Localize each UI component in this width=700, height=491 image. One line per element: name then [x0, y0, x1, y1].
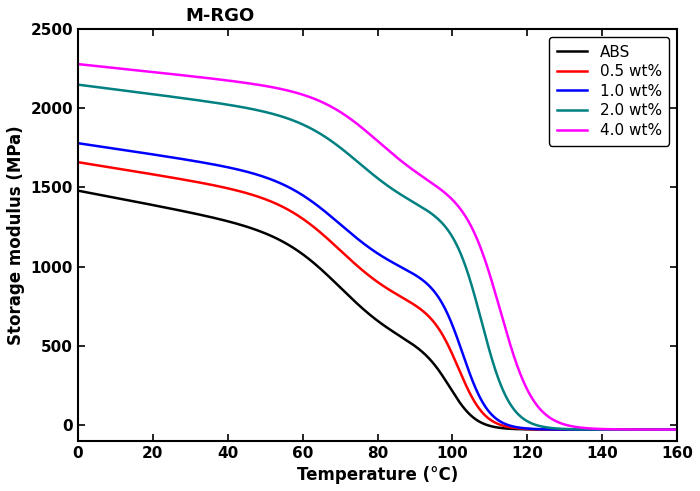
0.5 wt%	[74, 159, 82, 165]
4.0 wt%	[74, 61, 82, 67]
2.0 wt%	[330, 140, 338, 146]
2.0 wt%	[661, 427, 669, 433]
0.5 wt%	[596, 427, 605, 433]
0.5 wt%	[673, 427, 681, 433]
Legend: ABS, 0.5 wt%, 1.0 wt%, 2.0 wt%, 4.0 wt%: ABS, 0.5 wt%, 1.0 wt%, 2.0 wt%, 4.0 wt%	[550, 37, 669, 145]
4.0 wt%	[304, 93, 312, 99]
ABS	[74, 188, 82, 193]
2.0 wt%	[673, 427, 681, 433]
2.0 wt%	[304, 124, 312, 130]
ABS	[673, 427, 681, 433]
Line: 4.0 wt%: 4.0 wt%	[78, 64, 677, 430]
1.0 wt%	[304, 195, 312, 201]
2.0 wt%	[142, 90, 150, 96]
1.0 wt%	[661, 427, 669, 433]
X-axis label: Temperature (°C): Temperature (°C)	[297, 466, 458, 484]
ABS	[304, 255, 312, 261]
Line: 1.0 wt%: 1.0 wt%	[78, 143, 677, 430]
ABS	[142, 201, 150, 207]
0.5 wt%	[304, 219, 312, 225]
4.0 wt%	[661, 427, 669, 433]
2.0 wt%	[178, 95, 186, 101]
0.5 wt%	[142, 170, 150, 176]
ABS	[330, 278, 338, 284]
ABS	[178, 208, 186, 214]
1.0 wt%	[74, 140, 82, 146]
4.0 wt%	[178, 72, 186, 78]
Text: M-RGO: M-RGO	[186, 7, 255, 25]
Line: ABS: ABS	[78, 191, 677, 430]
2.0 wt%	[596, 427, 605, 433]
4.0 wt%	[330, 105, 338, 111]
1.0 wt%	[673, 427, 681, 433]
1.0 wt%	[596, 427, 605, 433]
2.0 wt%	[74, 82, 82, 87]
ABS	[596, 427, 605, 433]
4.0 wt%	[673, 427, 681, 433]
1.0 wt%	[142, 150, 150, 156]
0.5 wt%	[330, 242, 338, 247]
Y-axis label: Storage modulus (MPa): Storage modulus (MPa)	[7, 125, 25, 345]
Line: 0.5 wt%: 0.5 wt%	[78, 162, 677, 430]
ABS	[661, 427, 669, 433]
Line: 2.0 wt%: 2.0 wt%	[78, 84, 677, 430]
0.5 wt%	[661, 427, 669, 433]
1.0 wt%	[178, 156, 186, 162]
0.5 wt%	[178, 176, 186, 182]
4.0 wt%	[142, 68, 150, 74]
1.0 wt%	[330, 216, 338, 222]
4.0 wt%	[596, 426, 605, 432]
